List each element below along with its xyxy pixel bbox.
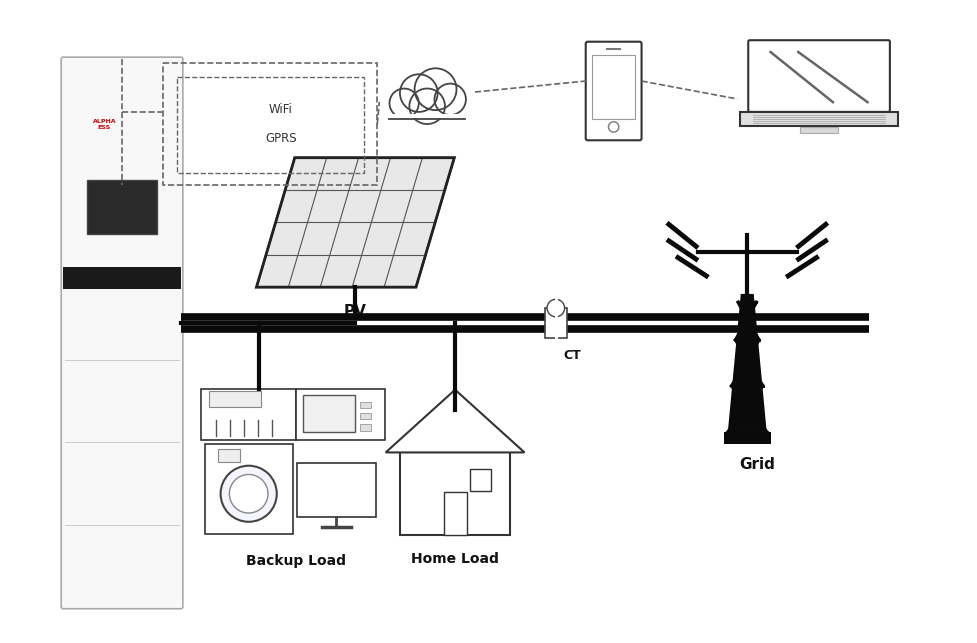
Bar: [741, 113, 898, 126]
Circle shape: [221, 466, 276, 521]
Text: ALPHA
ESS: ALPHA ESS: [93, 120, 116, 131]
Polygon shape: [386, 390, 525, 453]
Text: Backup Load: Backup Load: [245, 554, 346, 568]
Bar: [592, 55, 635, 120]
Bar: [303, 395, 355, 432]
Text: WiFi: WiFi: [269, 103, 293, 116]
Bar: [64, 267, 181, 289]
Bar: [444, 492, 467, 534]
Bar: [401, 453, 510, 534]
Bar: [361, 402, 371, 408]
Bar: [296, 389, 385, 440]
Bar: [205, 444, 292, 534]
Bar: [163, 63, 377, 185]
FancyBboxPatch shape: [748, 41, 890, 112]
Text: CT: CT: [563, 349, 580, 362]
Circle shape: [547, 299, 565, 317]
Bar: [201, 389, 296, 440]
Circle shape: [414, 68, 456, 110]
Text: Grid: Grid: [740, 457, 775, 473]
Bar: [87, 179, 157, 235]
Circle shape: [609, 122, 618, 132]
Bar: [800, 127, 838, 133]
Bar: [209, 392, 261, 407]
Circle shape: [435, 84, 466, 115]
Bar: [361, 424, 371, 431]
Polygon shape: [728, 294, 767, 432]
Circle shape: [400, 75, 438, 112]
Bar: [177, 77, 364, 173]
Circle shape: [409, 89, 445, 124]
FancyBboxPatch shape: [586, 42, 642, 140]
Bar: [724, 432, 771, 444]
Text: GPRS: GPRS: [265, 132, 297, 145]
Circle shape: [390, 89, 419, 118]
Bar: [388, 97, 467, 136]
Bar: [218, 449, 240, 462]
Polygon shape: [256, 158, 454, 287]
Bar: [297, 463, 376, 517]
Bar: [545, 308, 567, 338]
Text: PV: PV: [344, 304, 366, 319]
FancyBboxPatch shape: [62, 57, 183, 609]
Bar: [361, 413, 371, 419]
Circle shape: [230, 475, 268, 513]
Text: Home Load: Home Load: [411, 552, 499, 566]
Bar: [470, 469, 491, 491]
